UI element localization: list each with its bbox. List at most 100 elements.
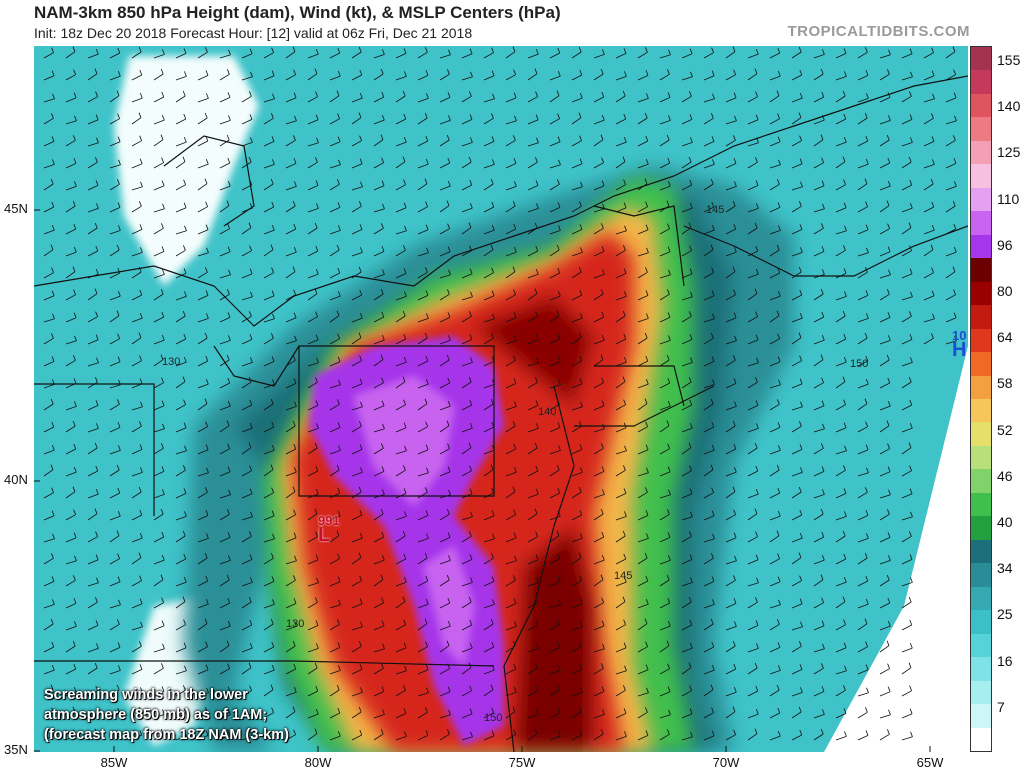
- wind-barb: [219, 73, 230, 81]
- site-credit[interactable]: TROPICALTIDBITS.COM: [787, 23, 970, 40]
- wind-barb: [527, 470, 538, 477]
- wind-barb: [615, 273, 627, 279]
- wind-barb: [791, 491, 802, 499]
- wind-barb-flag: [953, 246, 957, 253]
- wind-barb: [703, 735, 715, 741]
- wind-barb: [483, 538, 495, 543]
- wind-barb-flag: [689, 268, 693, 274]
- wind-barb: [351, 425, 362, 433]
- wind-barb-flag: [337, 70, 341, 77]
- wind-barb: [65, 251, 77, 257]
- wind-barb-flag: [162, 643, 165, 649]
- wind-barb-flag: [645, 510, 649, 516]
- wind-barb: [131, 449, 143, 455]
- wind-barb-flag: [338, 159, 341, 165]
- wind-barb-flag: [314, 728, 318, 734]
- wind-barb-flag: [425, 158, 429, 165]
- wind-barb: [813, 714, 825, 719]
- wind-barb: [219, 448, 230, 455]
- wind-barb-flag: [183, 399, 186, 405]
- wind-barb: [109, 515, 121, 521]
- wind-barb: [769, 515, 781, 521]
- wind-barb-flag: [952, 266, 956, 272]
- wind-barb: [417, 603, 429, 609]
- wind-barb: [461, 142, 473, 147]
- wind-barb-flag: [402, 376, 406, 382]
- wind-barb: [527, 142, 539, 147]
- wind-barb-flag: [359, 135, 362, 141]
- colorbar-label: 80: [997, 283, 1013, 299]
- wind-barb: [879, 537, 891, 543]
- wind-barb: [681, 381, 692, 389]
- wind-barb: [615, 118, 626, 125]
- wind-barb-flag: [380, 288, 384, 295]
- wind-barb: [439, 471, 451, 477]
- wind-barb-flag: [250, 577, 253, 583]
- wind-barb-flag: [470, 291, 473, 297]
- wind-barb: [285, 579, 296, 587]
- wind-barb: [461, 427, 473, 433]
- wind-barb: [703, 272, 714, 279]
- wind-barb-flag: [733, 246, 737, 253]
- wind-barb-flag: [206, 247, 209, 253]
- wind-barb-flag: [249, 268, 253, 274]
- wind-barb-flag: [51, 487, 54, 493]
- wind-barb: [219, 714, 231, 719]
- wind-barb-flag: [600, 728, 604, 735]
- wind-barb: [417, 183, 428, 191]
- wind-barb: [769, 315, 780, 323]
- wind-barb: [373, 471, 385, 477]
- wind-barb: [703, 515, 715, 521]
- wind-barb: [417, 229, 429, 235]
- wind-barb: [43, 361, 55, 367]
- wind-barb: [659, 120, 671, 125]
- wind-barb: [329, 604, 341, 609]
- wind-barb-flag: [733, 663, 737, 670]
- wind-barb-flag: [51, 113, 54, 119]
- wind-barb-flag: [359, 532, 363, 539]
- wind-barb: [461, 362, 473, 367]
- wind-barb-flag: [139, 532, 143, 539]
- wind-barb: [769, 52, 780, 59]
- wind-barb: [725, 51, 736, 59]
- wind-barb: [153, 559, 165, 565]
- wind-barb-flag: [470, 511, 473, 517]
- wind-barb: [505, 579, 516, 587]
- wind-barb-flag: [887, 729, 890, 735]
- wind-barb: [615, 296, 627, 301]
- wind-barb-flag: [535, 48, 539, 55]
- wind-barb: [263, 515, 275, 521]
- wind-barb: [329, 689, 340, 697]
- wind-barb: [197, 252, 209, 257]
- wind-barb-flag: [336, 684, 340, 691]
- wind-barb: [351, 337, 362, 345]
- wind-barb-flag: [293, 532, 297, 538]
- wind-barb-flag: [359, 378, 363, 384]
- wind-barb-flag: [249, 179, 253, 186]
- wind-barb-flag: [448, 489, 451, 495]
- colorbar-segment: [971, 586, 991, 611]
- wind-barb-flag: [139, 158, 143, 164]
- wind-barb-flag: [469, 554, 473, 560]
- wind-barb: [747, 625, 759, 631]
- wind-barb: [131, 603, 143, 609]
- wind-barb: [593, 648, 605, 653]
- wind-barb-flag: [711, 290, 715, 296]
- wind-barb-flag: [403, 245, 406, 251]
- wind-barb-flag: [314, 508, 318, 514]
- wind-barb-flag: [842, 156, 846, 162]
- wind-barb-flag: [536, 577, 539, 583]
- wind-barb-flag: [558, 445, 561, 451]
- wind-barb-flag: [337, 730, 341, 737]
- wind-barb-flag: [865, 355, 869, 362]
- wind-barb: [439, 97, 451, 103]
- wind-barb-flag: [953, 312, 957, 318]
- wind-barb: [703, 623, 714, 631]
- wind-barb-flag: [644, 332, 648, 339]
- wind-barb: [131, 425, 142, 433]
- wind-barb: [351, 252, 363, 257]
- wind-barb-flag: [468, 156, 472, 163]
- wind-barb: [615, 207, 627, 213]
- wind-barb-flag: [404, 445, 407, 451]
- wind-barb-flag: [866, 467, 869, 473]
